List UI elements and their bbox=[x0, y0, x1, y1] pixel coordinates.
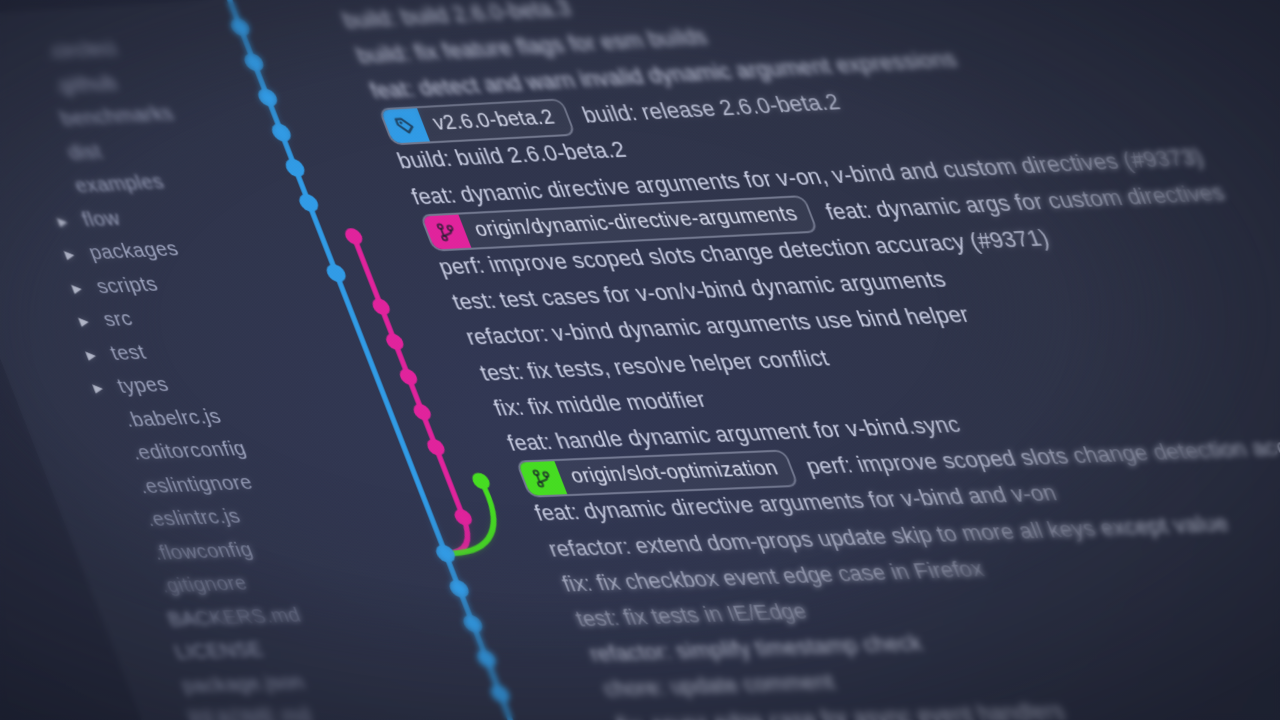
tree-indent bbox=[36, 120, 61, 121]
tree-indent bbox=[122, 520, 147, 521]
tree-item-src[interactable]: ▶ src bbox=[73, 302, 138, 338]
optimization-branch-line bbox=[420, 481, 509, 554]
tree-item-label: .eslintrc.js bbox=[142, 504, 244, 532]
tree-item-label: LICENSE bbox=[171, 638, 268, 664]
tree-item-label: packages bbox=[85, 237, 182, 265]
commit-message: build: release 2.6.0-beta.2 bbox=[578, 89, 844, 128]
tree-item-label: test bbox=[106, 340, 150, 365]
tag-icon bbox=[392, 116, 418, 136]
commit-message: chore: update comment bbox=[599, 669, 839, 702]
disclosure-triangle-icon[interactable]: ▶ bbox=[70, 282, 84, 295]
tree-indent bbox=[151, 653, 176, 654]
tree-item-test[interactable]: ▶ test bbox=[80, 335, 151, 371]
tree-item-gitignore[interactable]: .gitignore bbox=[130, 567, 253, 605]
tree-item-label: flow bbox=[78, 206, 124, 231]
tree-indent bbox=[137, 587, 162, 588]
git-branch-icon bbox=[530, 469, 556, 489]
commit-node[interactable] bbox=[283, 158, 308, 177]
tree-item-label: .babelrc.js bbox=[121, 404, 225, 432]
disclosure-triangle-icon[interactable]: ▶ bbox=[56, 215, 70, 229]
tree-item-license[interactable]: LICENSE bbox=[144, 633, 269, 670]
tree-item-flowconfig[interactable]: .flowconfig bbox=[123, 533, 259, 571]
commit-node[interactable] bbox=[425, 439, 447, 456]
tree-indent bbox=[108, 454, 133, 455]
tree-item-types[interactable]: ▶ types bbox=[87, 368, 174, 405]
tree-item-label: BACKERS.md bbox=[163, 603, 305, 631]
tree-item-label: examples bbox=[71, 170, 168, 198]
tree-indent bbox=[144, 620, 169, 621]
ref-name: v2.6.0-beta.2 bbox=[429, 106, 558, 135]
tree-item-flow[interactable]: ▶ flow bbox=[51, 201, 126, 238]
commit-node[interactable] bbox=[470, 472, 493, 490]
tree-item-label: .circleci bbox=[42, 36, 121, 64]
commit-message: fix: fix middle modifier bbox=[490, 387, 710, 421]
tree-item-readme-md[interactable]: README.md bbox=[158, 698, 317, 720]
commit-message: test: fix tests in IE/Edge bbox=[572, 599, 811, 632]
tree-indent bbox=[158, 686, 183, 687]
tree-indent bbox=[22, 52, 47, 53]
ref-name: origin/slot-optimization bbox=[567, 457, 782, 488]
disclosure-triangle-icon[interactable]: ▶ bbox=[84, 349, 99, 362]
tree-item-label: .editorconfig bbox=[128, 436, 250, 465]
disclosure-triangle-icon[interactable]: ▶ bbox=[63, 249, 77, 262]
tree-item-package-json[interactable]: package.json bbox=[151, 665, 310, 703]
commit-node[interactable] bbox=[242, 53, 267, 72]
commit-node[interactable] bbox=[343, 228, 365, 245]
tree-item-packages[interactable]: ▶ packages bbox=[59, 232, 185, 271]
disclosure-triangle-icon[interactable]: ▶ bbox=[77, 316, 91, 329]
disclosure-triangle-icon[interactable]: ▶ bbox=[91, 382, 106, 396]
tree-item-label: benchmarks bbox=[56, 101, 178, 131]
tree-item-backers-md[interactable]: BACKERS.md bbox=[137, 598, 306, 637]
tree-item-dist[interactable]: dist bbox=[37, 134, 107, 171]
tree-item-label: scripts bbox=[92, 272, 162, 298]
commit-node[interactable] bbox=[384, 333, 406, 351]
tree-item-label: src bbox=[99, 307, 137, 332]
tree-indent bbox=[129, 553, 154, 554]
commit-node[interactable] bbox=[324, 264, 349, 283]
tree-indent bbox=[51, 187, 76, 188]
commit-node[interactable] bbox=[228, 18, 253, 37]
commit-node[interactable] bbox=[487, 684, 513, 703]
tree-indent bbox=[29, 86, 54, 87]
tree-item-label: .eslintignore bbox=[135, 470, 256, 498]
tree-item-benchmarks[interactable]: benchmarks bbox=[30, 97, 180, 138]
commit-node[interactable] bbox=[411, 404, 433, 421]
tree-item-label: dist bbox=[63, 139, 106, 164]
commit-node[interactable] bbox=[296, 193, 321, 213]
commit-node[interactable] bbox=[474, 649, 499, 668]
tree-item-eslintignore[interactable]: .eslintignore bbox=[109, 465, 259, 504]
tree-item-label: .gitignore bbox=[156, 571, 251, 598]
tree-item-label: README.md bbox=[185, 703, 315, 720]
tree-item-label: .github bbox=[49, 70, 121, 97]
tree-indent bbox=[101, 420, 126, 421]
git-branch-icon bbox=[433, 222, 459, 242]
commit-node[interactable] bbox=[452, 509, 474, 527]
tree-indent bbox=[115, 487, 140, 488]
commit-node[interactable] bbox=[269, 123, 294, 142]
commit-message: refactor: simplify timestamp check bbox=[585, 631, 926, 667]
commit-node[interactable] bbox=[255, 88, 280, 107]
tree-item-label: types bbox=[114, 372, 172, 398]
tree-item-github[interactable]: .github bbox=[23, 66, 123, 105]
tree-item-examples[interactable]: examples bbox=[44, 165, 170, 205]
commit-node[interactable] bbox=[446, 579, 472, 598]
commit-node[interactable] bbox=[460, 614, 486, 633]
commit-node[interactable] bbox=[433, 544, 458, 563]
tree-item-label: package.json bbox=[178, 670, 309, 697]
tree-item-eslintrc-js[interactable]: .eslintrc.js bbox=[116, 500, 246, 538]
commit-node[interactable] bbox=[370, 298, 392, 316]
tree-item-label: .flowconfig bbox=[149, 537, 257, 565]
tree-item-scripts[interactable]: ▶ scripts bbox=[66, 267, 164, 305]
tree-indent bbox=[44, 153, 69, 154]
commit-node[interactable] bbox=[397, 368, 419, 386]
